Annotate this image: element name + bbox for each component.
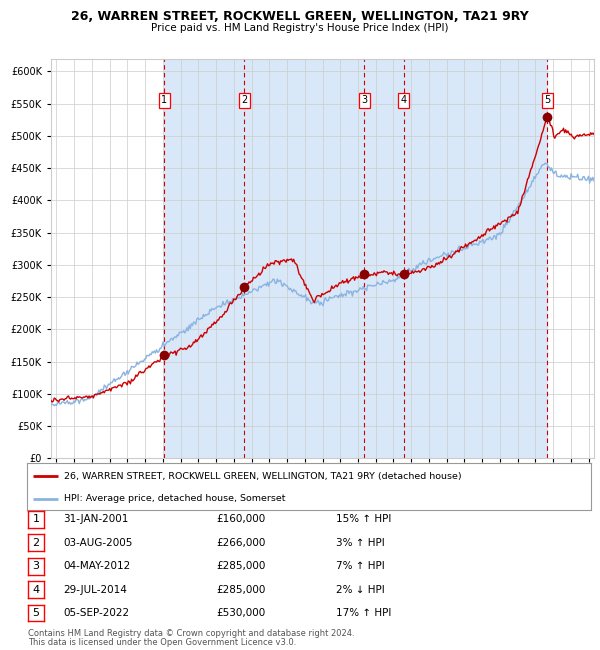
Bar [164, 58, 244, 458]
Text: 5: 5 [32, 608, 40, 618]
Text: 03-AUG-2005: 03-AUG-2005 [63, 538, 133, 548]
Text: 26, WARREN STREET, ROCKWELL GREEN, WELLINGTON, TA21 9RY: 26, WARREN STREET, ROCKWELL GREEN, WELLI… [71, 10, 529, 23]
Text: £266,000: £266,000 [216, 538, 265, 548]
Text: 05-SEP-2022: 05-SEP-2022 [63, 608, 129, 618]
Text: 7% ↑ HPI: 7% ↑ HPI [336, 561, 385, 571]
Text: £285,000: £285,000 [216, 561, 265, 571]
Bar [364, 58, 404, 458]
Text: 04-MAY-2012: 04-MAY-2012 [63, 561, 130, 571]
Text: 5: 5 [544, 96, 550, 105]
Text: £160,000: £160,000 [216, 514, 265, 525]
Bar [244, 58, 364, 458]
Text: 2: 2 [241, 96, 247, 105]
Text: 3: 3 [32, 561, 40, 571]
Text: £285,000: £285,000 [216, 584, 265, 595]
Text: 1: 1 [32, 514, 40, 525]
Text: Price paid vs. HM Land Registry's House Price Index (HPI): Price paid vs. HM Land Registry's House … [151, 23, 449, 32]
Text: 17% ↑ HPI: 17% ↑ HPI [336, 608, 391, 618]
Text: 29-JUL-2014: 29-JUL-2014 [63, 584, 127, 595]
Text: 4: 4 [32, 584, 40, 595]
Text: 26, WARREN STREET, ROCKWELL GREEN, WELLINGTON, TA21 9RY (detached house): 26, WARREN STREET, ROCKWELL GREEN, WELLI… [64, 472, 461, 480]
Text: This data is licensed under the Open Government Licence v3.0.: This data is licensed under the Open Gov… [28, 638, 296, 647]
Bar [404, 58, 547, 458]
Text: 3% ↑ HPI: 3% ↑ HPI [336, 538, 385, 548]
Text: 2: 2 [32, 538, 40, 548]
Text: 31-JAN-2001: 31-JAN-2001 [63, 514, 128, 525]
Text: £530,000: £530,000 [216, 608, 265, 618]
Text: 4: 4 [401, 96, 407, 105]
Text: HPI: Average price, detached house, Somerset: HPI: Average price, detached house, Some… [64, 494, 285, 503]
Text: 1: 1 [161, 96, 167, 105]
Text: 15% ↑ HPI: 15% ↑ HPI [336, 514, 391, 525]
Text: Contains HM Land Registry data © Crown copyright and database right 2024.: Contains HM Land Registry data © Crown c… [28, 629, 355, 638]
Text: 2% ↓ HPI: 2% ↓ HPI [336, 584, 385, 595]
Text: 3: 3 [361, 96, 367, 105]
